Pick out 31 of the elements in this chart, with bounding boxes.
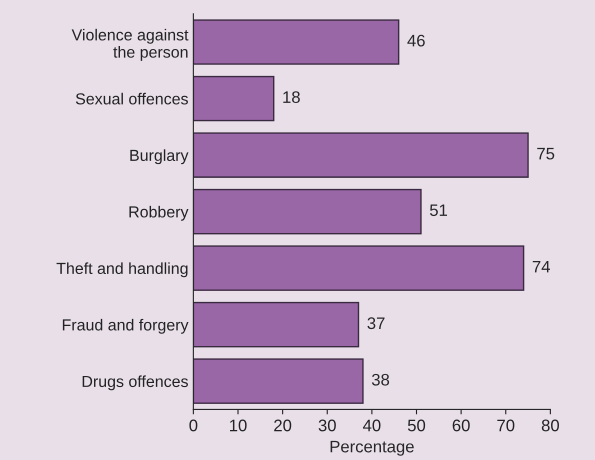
y-tick-label: Violence against the person — [72, 28, 188, 61]
x-tick-label: 30 — [318, 420, 336, 432]
x-tick-label: 60 — [452, 420, 470, 432]
y-tick-label: Burglary — [130, 149, 188, 164]
data-label: 75 — [537, 148, 554, 160]
bar — [193, 302, 360, 348]
bar — [193, 132, 529, 178]
x-tick-label: 10 — [230, 420, 247, 432]
data-label: 38 — [372, 374, 390, 386]
data-label: 51 — [430, 204, 448, 216]
bar — [193, 245, 524, 291]
bar — [193, 358, 364, 404]
x-tick-label: 70 — [497, 420, 514, 432]
y-tick-label: Theft and handling — [56, 262, 188, 278]
x-axis-title: Percentage — [330, 440, 414, 456]
y-tick-label: Fraud and forgery — [62, 318, 188, 334]
x-tick-label: 40 — [362, 420, 380, 432]
bar — [193, 188, 422, 234]
x-tick-label: 80 — [542, 420, 559, 432]
bar — [193, 19, 400, 65]
data-label: 74 — [532, 260, 550, 272]
x-tick-label: 50 — [408, 420, 426, 432]
y-tick-label: Sexual offences — [76, 92, 188, 105]
bar — [193, 76, 274, 122]
y-tick-label: Drugs offences — [82, 375, 188, 390]
x-tick-label: 0 — [189, 420, 198, 432]
x-tick-label: 20 — [274, 420, 292, 432]
data-label: 37 — [367, 317, 385, 330]
data-label: 18 — [283, 91, 300, 104]
y-tick-label: Robbery — [129, 206, 188, 221]
data-label: 46 — [407, 34, 425, 47]
